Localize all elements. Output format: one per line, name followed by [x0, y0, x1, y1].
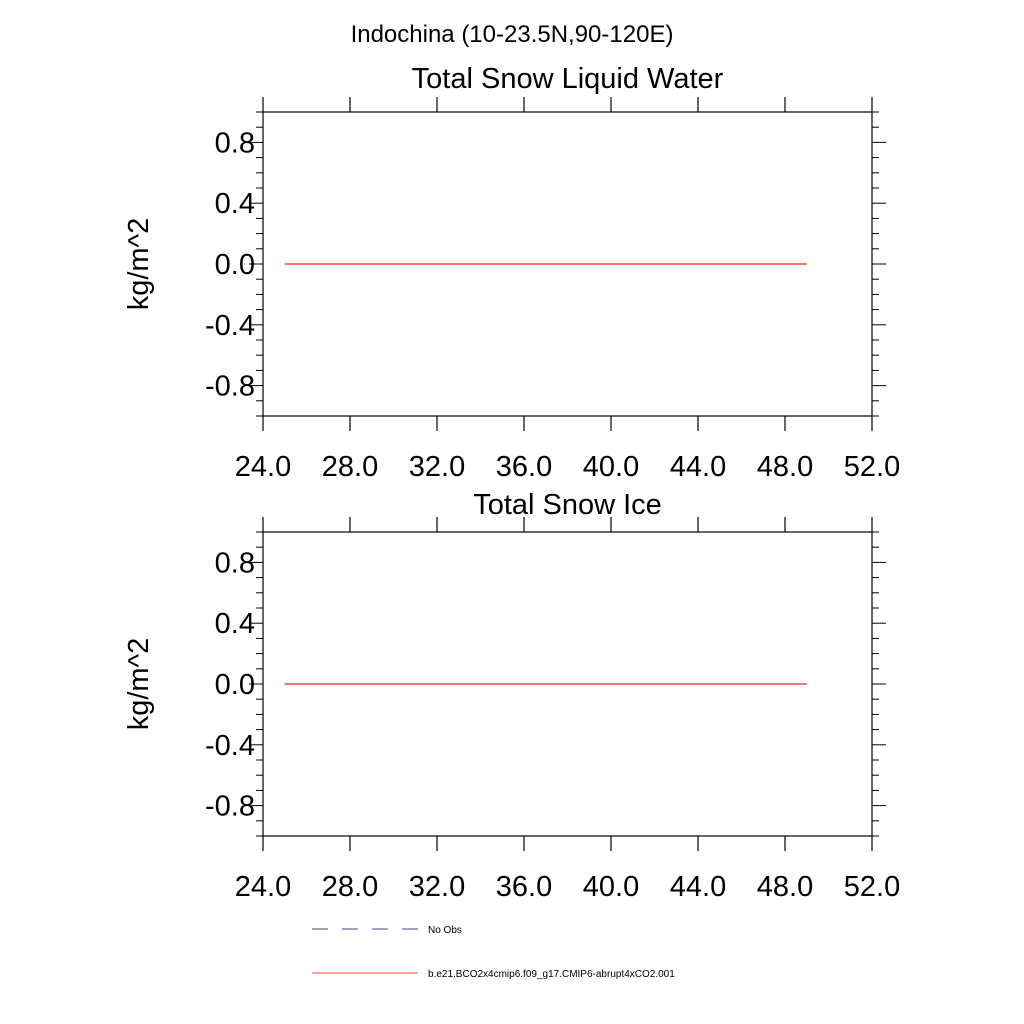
legend-item-2: b.e21.BCO2x4cmip6.f09_g17.CMIP6-abrupt4x…	[312, 969, 675, 980]
chart-panel-1: Total Snow Liquid Water 24.0 28.0 32.0 36.0 4…	[123, 63, 900, 483]
x-tick-label: 48.0	[757, 871, 813, 903]
y-axis-label: kg/m^2	[123, 638, 155, 731]
x-tick-label: 40.0	[583, 451, 639, 483]
legend: No Obs b.e21.BCO2x4cmip6.f09_g17.CMIP6-ab…	[312, 925, 675, 980]
x-tick-label: 44.0	[670, 871, 726, 903]
x-tick-label: 32.0	[409, 451, 465, 483]
x-tick-label: 28.0	[322, 451, 378, 483]
y-tick-label: 0.8	[215, 547, 255, 579]
y-tick-label: -0.8	[205, 371, 255, 403]
x-tick-label: 40.0	[583, 871, 639, 903]
x-tick-label: 52.0	[844, 871, 900, 903]
x-tick-label: 24.0	[235, 871, 291, 903]
x-tick-label: 44.0	[670, 451, 726, 483]
legend-label: No Obs	[428, 925, 462, 936]
y-tick-label: -0.4	[205, 310, 255, 342]
y-tick-label: 0.4	[215, 188, 255, 220]
y-axis-label: kg/m^2	[123, 218, 155, 311]
legend-label: b.e21.BCO2x4cmip6.f09_g17.CMIP6-abrupt4x…	[428, 969, 675, 980]
y-tick-label: -0.4	[205, 730, 255, 762]
x-tick-label: 36.0	[496, 451, 552, 483]
y-tick-label: 0.8	[215, 127, 255, 159]
chart-title: Total Snow Ice	[473, 489, 662, 521]
x-tick-label: 24.0	[235, 451, 291, 483]
y-tick-label: 0.0	[215, 669, 255, 701]
x-tick-label: 48.0	[757, 451, 813, 483]
y-tick-label: -0.8	[205, 791, 255, 823]
x-tick-label: 28.0	[322, 871, 378, 903]
y-tick-label: 0.4	[215, 608, 255, 640]
y-tick-label: 0.0	[215, 249, 255, 281]
chart-title: Total Snow Liquid Water	[412, 63, 724, 95]
legend-item-1: No Obs	[312, 925, 462, 936]
x-tick-label: 32.0	[409, 871, 465, 903]
figure-title: Indochina (10-23.5N,90-120E)	[351, 21, 674, 48]
chart-panel-2: Total Snow Ice 24.0 28.0 32.0 36.0 40.0 44.0 48…	[123, 489, 900, 903]
x-tick-label: 52.0	[844, 451, 900, 483]
x-tick-label: 36.0	[496, 871, 552, 903]
chart-panels: Total Snow Liquid Water 24.0 28.0 32.0 36.0 4…	[123, 63, 900, 903]
